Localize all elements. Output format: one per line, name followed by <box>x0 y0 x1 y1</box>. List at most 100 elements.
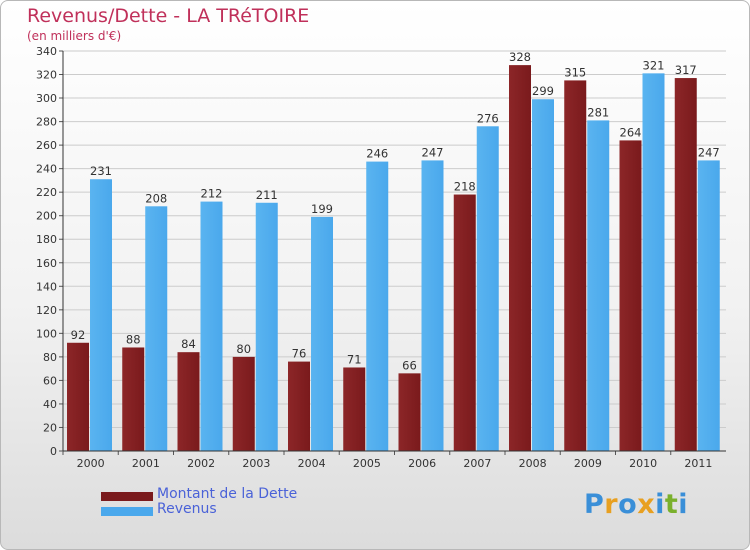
data-label-dette: 80 <box>236 342 251 356</box>
x-tick-label: 2003 <box>242 457 270 470</box>
x-tick-label: 2000 <box>77 457 105 470</box>
bar-dette <box>398 373 421 451</box>
y-tick-label: 240 <box>36 163 57 176</box>
data-label-dette: 88 <box>126 332 141 346</box>
bar-dette <box>674 78 697 451</box>
bar-revenus <box>587 120 610 451</box>
grid-lines <box>63 50 726 452</box>
data-label-dette: 264 <box>620 125 642 139</box>
bar-revenus <box>642 73 665 452</box>
y-tick-label: 100 <box>36 327 57 340</box>
data-label-dette: 315 <box>564 65 586 79</box>
logo-letter: P <box>584 489 605 520</box>
y-tick-label: 80 <box>43 351 57 364</box>
x-axis-ticks: 2000 2001 2002 2003 2004 2005 2006 2007 2008 2009… <box>62 451 712 470</box>
bar-revenus <box>145 206 168 451</box>
y-tick-label: 40 <box>43 398 57 411</box>
data-label-revenus: 281 <box>587 105 609 119</box>
data-label-revenus: 321 <box>643 58 665 72</box>
y-axis-ticks: 0 20 40 60 80 100 120 140 160 180 200 220 240 260 280 3… <box>36 45 63 458</box>
y-tick-label: 0 <box>50 445 57 458</box>
legend-swatch-dette <box>101 492 153 501</box>
y-tick-label: 140 <box>36 280 57 293</box>
data-label-dette: 76 <box>292 347 307 361</box>
y-tick-label: 200 <box>36 210 57 223</box>
logo-letter: i <box>655 489 665 520</box>
data-label-revenus: 246 <box>366 147 388 161</box>
bar-dette <box>343 367 366 451</box>
x-tick-label: 2001 <box>132 457 160 470</box>
bar-revenus <box>532 99 554 451</box>
y-tick-label: 120 <box>36 304 57 317</box>
data-label-revenus: 211 <box>256 188 278 202</box>
bar-dette <box>288 361 310 451</box>
x-tick-label: 2004 <box>298 457 326 470</box>
data-label-revenus: 247 <box>422 145 444 159</box>
y-tick-label: 260 <box>36 139 57 152</box>
x-tick-label: 2009 <box>574 457 602 470</box>
x-tick-label: 2011 <box>684 457 712 470</box>
bar-dette <box>67 342 89 451</box>
data-label-dette: 218 <box>454 180 476 194</box>
bar-revenus <box>421 160 444 452</box>
data-label-dette: 92 <box>71 328 86 342</box>
legend-label-revenus: Revenus <box>157 501 217 517</box>
bar-dette <box>453 194 476 451</box>
data-label-dette: 71 <box>347 352 362 366</box>
proxiti-logo: Proxiti <box>584 489 688 520</box>
y-tick-label: 180 <box>36 233 57 246</box>
axes <box>62 51 726 452</box>
x-tick-label: 2006 <box>408 457 436 470</box>
x-tick-label: 2002 <box>187 457 215 470</box>
bar-revenus <box>697 160 720 452</box>
y-tick-label: 320 <box>36 69 57 82</box>
y-tick-label: 160 <box>36 257 57 270</box>
bar-dette <box>509 65 531 451</box>
data-label-revenus: 276 <box>477 111 499 125</box>
bar-revenus <box>366 161 389 451</box>
chart-title: Revenus/Dette - LA TRéTOIRE <box>27 5 310 27</box>
bar-revenus <box>311 216 333 451</box>
y-tick-label: 20 <box>43 421 57 434</box>
data-labels: 92 231 88 208 84 212 80 211 76 199 71 246 66 247 218 27… <box>71 50 720 372</box>
logo-letter: t <box>664 489 679 520</box>
legend-swatch-revenus <box>101 507 153 516</box>
chart-subtitle: (en milliers d'€) <box>27 29 122 43</box>
y-tick-label: 60 <box>43 374 57 387</box>
y-tick-label: 220 <box>36 186 57 199</box>
data-label-dette: 328 <box>509 50 531 64</box>
data-label-dette: 84 <box>181 337 196 351</box>
data-label-revenus: 247 <box>698 145 720 159</box>
data-label-revenus: 208 <box>145 191 167 205</box>
logo-letter: i <box>678 489 689 520</box>
y-tick-label: 340 <box>36 45 57 58</box>
bar-revenus <box>255 202 278 451</box>
bar-revenus <box>90 179 112 451</box>
bar-dette <box>177 352 200 451</box>
bars <box>67 65 720 452</box>
y-tick-label: 300 <box>36 92 57 105</box>
data-label-dette: 317 <box>675 63 697 77</box>
bar-revenus <box>200 201 223 451</box>
bar-revenus <box>476 126 499 451</box>
logo-letter: x <box>637 489 656 520</box>
logo-letter: r <box>604 489 619 520</box>
bar-dette <box>232 356 255 451</box>
x-tick-label: 2005 <box>353 457 381 470</box>
data-label-revenus: 199 <box>311 202 333 216</box>
logo-letter: o <box>618 489 638 520</box>
data-label-revenus: 231 <box>90 164 112 178</box>
bar-dette <box>619 140 642 452</box>
legend-label-dette: Montant de la Dette <box>157 486 298 502</box>
y-tick-label: 280 <box>36 116 57 129</box>
x-tick-label: 2007 <box>463 457 491 470</box>
x-tick-label: 2008 <box>519 457 547 470</box>
data-label-revenus: 299 <box>532 84 554 98</box>
data-label-dette: 66 <box>402 358 417 372</box>
bar-dette <box>122 347 145 451</box>
bar-dette <box>564 80 587 451</box>
x-tick-label: 2010 <box>629 457 657 470</box>
data-label-revenus: 212 <box>201 187 223 201</box>
